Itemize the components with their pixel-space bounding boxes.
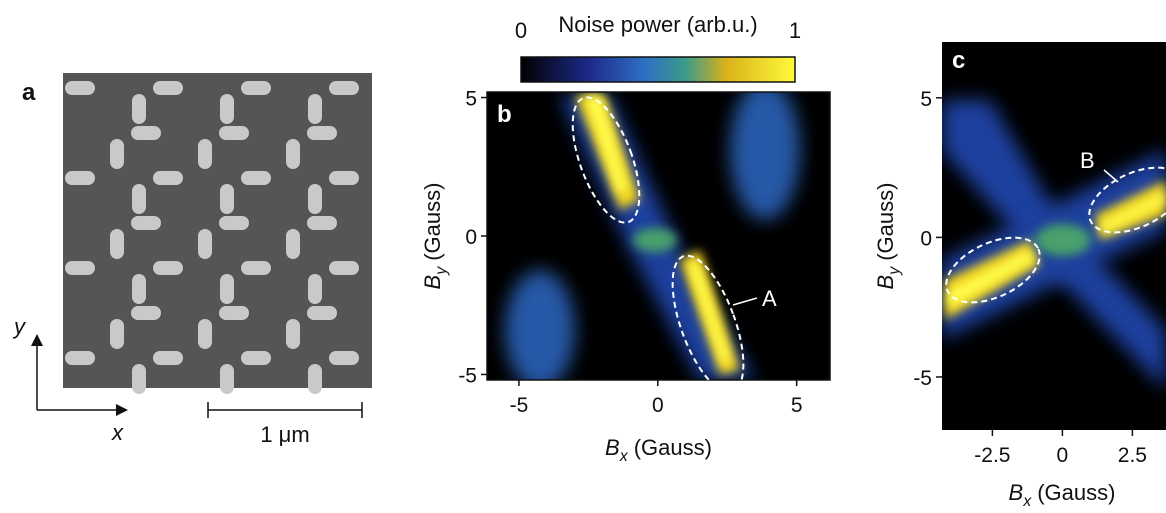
nanomagnet <box>110 139 124 169</box>
highlight-ellipse <box>945 236 1041 304</box>
nanomagnet <box>110 229 124 259</box>
axis-label: By (Gauss) <box>873 183 903 290</box>
x-tick-label: 0 <box>1057 444 1069 467</box>
nanomagnet <box>308 274 322 304</box>
axis-unit: (Gauss) <box>1037 480 1115 505</box>
nanomagnet <box>220 274 234 304</box>
nanomagnet <box>153 351 183 365</box>
y-tick-label: -5 <box>458 364 477 387</box>
panel-label: a <box>22 79 36 106</box>
nanomagnet <box>241 261 271 275</box>
x-tick-label: -5 <box>510 394 529 417</box>
nanomagnet <box>198 139 212 169</box>
annotation: B <box>1080 148 1095 173</box>
nanomagnet <box>241 171 271 185</box>
panel-label: c <box>952 47 965 74</box>
panel-label: b <box>497 101 512 128</box>
nanomagnet <box>329 351 359 365</box>
nanomagnet <box>329 171 359 185</box>
colorbar-label: 1 <box>789 18 801 43</box>
highlight-ellipse <box>671 254 745 394</box>
axis-symbol: B <box>605 435 620 460</box>
nanomagnet <box>131 126 161 140</box>
annotation-line <box>1103 169 1119 183</box>
nanomagnet <box>153 81 183 95</box>
x-tick-label: 0 <box>652 394 664 417</box>
axis-subscript: x <box>619 448 629 465</box>
nanomagnet <box>131 216 161 230</box>
nanomagnet <box>286 139 300 169</box>
nanomagnet <box>220 94 234 124</box>
nanomagnet <box>65 261 95 275</box>
nanomagnet <box>307 306 337 320</box>
nanomagnet <box>307 126 337 140</box>
annotation-line <box>732 297 758 306</box>
axis-label: Bx (Gauss) <box>605 435 712 465</box>
nanomagnet <box>219 306 249 320</box>
nanomagnet <box>329 261 359 275</box>
nanomagnet <box>110 319 124 349</box>
x-tick-label: 5 <box>791 394 803 417</box>
nanomagnet <box>153 171 183 185</box>
highlight-ellipse <box>1088 166 1166 234</box>
nanomagnet <box>308 184 322 214</box>
axis-subscript: x <box>1022 493 1032 510</box>
axis-label: By (Gauss) <box>420 183 450 290</box>
nanomagnet <box>153 261 183 275</box>
y-tick-label: 0 <box>920 227 932 250</box>
nanomagnet <box>132 364 146 394</box>
axis-symbol: B <box>420 275 445 290</box>
x-tick-label: 2.5 <box>1118 444 1147 467</box>
axis-name: y <box>12 314 27 339</box>
scale-label: 1 μm <box>260 422 309 447</box>
nanomagnet <box>308 364 322 394</box>
nanomagnet <box>131 306 161 320</box>
sem-pattern <box>65 81 359 394</box>
nanomagnet <box>220 364 234 394</box>
nanomagnet <box>286 319 300 349</box>
nanomagnet <box>241 81 271 95</box>
nanomagnet <box>308 94 322 124</box>
nanomagnet <box>220 184 234 214</box>
nanomagnet <box>132 274 146 304</box>
arrow-head <box>116 404 128 416</box>
axis-subscript: y <box>886 266 903 276</box>
nanomagnet <box>329 81 359 95</box>
nanomagnet <box>198 319 212 349</box>
nanomagnet <box>307 216 337 230</box>
axis-symbol: B <box>1009 480 1024 505</box>
axis-unit: (Gauss) <box>634 435 712 460</box>
nanomagnet <box>241 351 271 365</box>
nanomagnet <box>286 229 300 259</box>
axis-label: Bx (Gauss) <box>1009 480 1116 510</box>
axis-unit: (Gauss) <box>420 183 445 261</box>
nanomagnet <box>65 81 95 95</box>
nanomagnet <box>219 126 249 140</box>
colorbar-label: 0 <box>515 18 527 43</box>
colorbar <box>520 56 796 83</box>
heatmap <box>942 42 1166 430</box>
nanomagnet <box>132 184 146 214</box>
nanomagnet <box>65 171 95 185</box>
y-tick-label: 5 <box>465 88 477 111</box>
y-tick-label: 0 <box>465 226 477 249</box>
highlight-ellipse <box>571 96 641 224</box>
y-tick-label: -5 <box>913 367 932 390</box>
annotation: A <box>762 286 777 311</box>
nanomagnet <box>198 229 212 259</box>
nanomagnet <box>219 216 249 230</box>
sem-image <box>63 73 372 388</box>
nanomagnet <box>65 351 95 365</box>
heatmap <box>487 92 830 380</box>
axis-subscript: y <box>433 266 450 276</box>
nanomagnet <box>132 94 146 124</box>
colorbar-title: Noise power (arb.u.) <box>558 12 757 37</box>
axis-symbol: B <box>873 275 898 290</box>
x-tick-label: -2.5 <box>974 444 1010 467</box>
axis-name: x <box>111 420 124 445</box>
y-tick-label: 5 <box>920 88 932 111</box>
arrow-head <box>31 334 43 346</box>
axis-unit: (Gauss) <box>873 183 898 261</box>
